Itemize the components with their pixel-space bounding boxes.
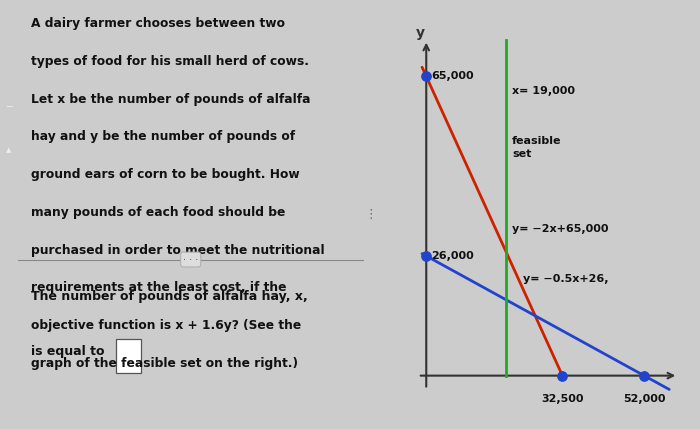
Text: 52,000: 52,000: [623, 394, 666, 404]
Text: y= −2x+65,000: y= −2x+65,000: [512, 224, 608, 234]
Point: [556, 372, 568, 379]
Bar: [116, 339, 141, 373]
Text: Let x be the number of pounds of alfalfa: Let x be the number of pounds of alfalfa: [32, 93, 311, 106]
Text: hay and y be the number of pounds of: hay and y be the number of pounds of: [32, 130, 295, 143]
Point: [421, 73, 432, 80]
Text: ground ears of corn to be bought. How: ground ears of corn to be bought. How: [32, 168, 300, 181]
Text: · · ·: · · ·: [183, 254, 198, 265]
Text: ⋮: ⋮: [364, 208, 377, 221]
Text: 32,500: 32,500: [541, 394, 584, 404]
Point: [421, 253, 432, 260]
Point: [638, 372, 650, 379]
Text: feasible
set: feasible set: [512, 136, 561, 160]
Text: graph of the feasible set on the right.): graph of the feasible set on the right.): [32, 357, 298, 370]
Text: types of food for his small herd of cows.: types of food for his small herd of cows…: [32, 55, 309, 68]
Text: ─: ─: [6, 102, 12, 112]
Text: A dairy farmer chooses between two: A dairy farmer chooses between two: [32, 17, 286, 30]
Text: The number of pounds of alfalfa hay, x,: The number of pounds of alfalfa hay, x,: [32, 290, 308, 302]
Text: x= 19,000: x= 19,000: [512, 86, 575, 96]
Text: y: y: [416, 26, 424, 40]
Text: requirements at the least cost, if the: requirements at the least cost, if the: [32, 281, 287, 294]
Text: ▲: ▲: [6, 147, 11, 153]
Text: many pounds of each food should be: many pounds of each food should be: [32, 206, 286, 219]
Text: purchased in order to meet the nutritional: purchased in order to meet the nutrition…: [32, 244, 325, 257]
Text: 65,000: 65,000: [431, 71, 474, 82]
Text: 26,000: 26,000: [431, 251, 474, 261]
Text: objective function is x + 1.6y? (See the: objective function is x + 1.6y? (See the: [32, 319, 302, 332]
Text: y= −0.5x+26,: y= −0.5x+26,: [523, 275, 608, 284]
Text: is equal to: is equal to: [32, 345, 105, 358]
